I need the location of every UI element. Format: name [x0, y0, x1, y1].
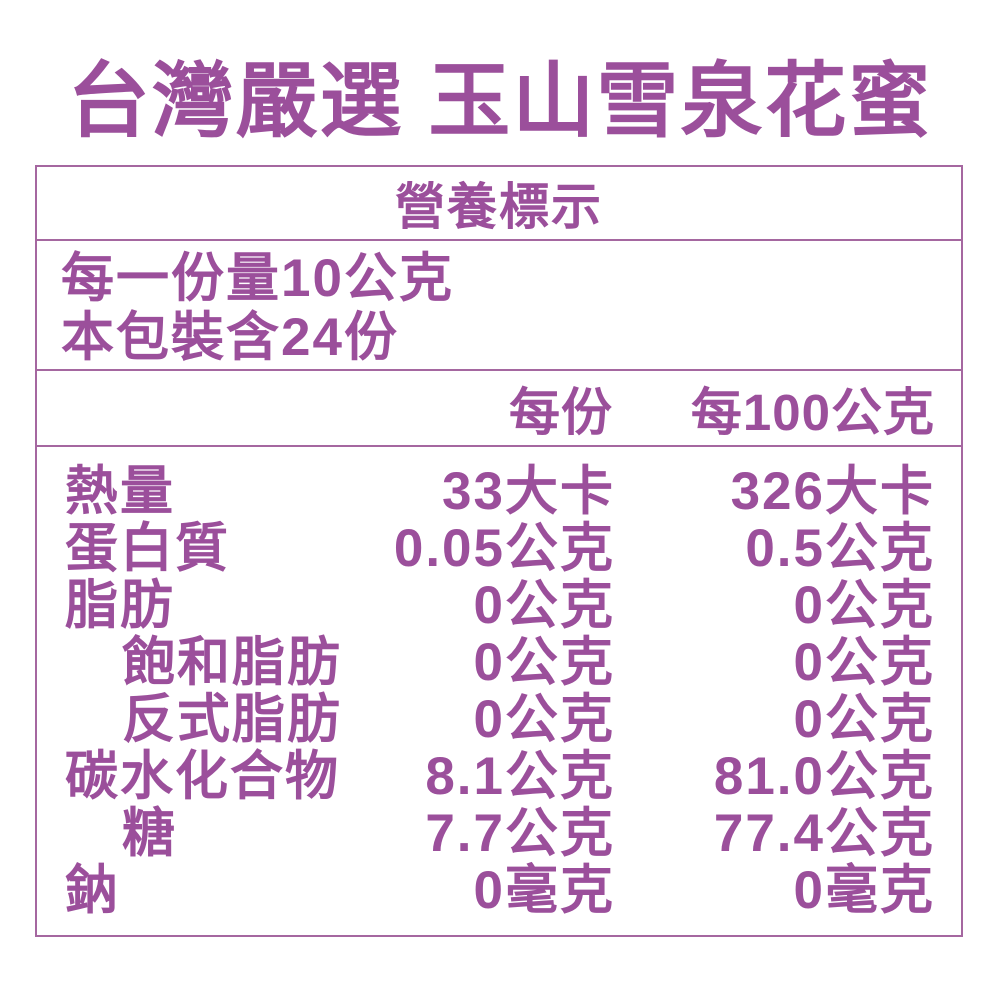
table-row: 碳水化合物 8.1公克 81.0公克 [65, 748, 935, 805]
table-row: 熱量 33大卡 326大卡 [65, 463, 935, 520]
per-serving-value: 0毫克 [473, 861, 615, 920]
table-row: 脂肪 0公克 0公克 [65, 577, 935, 634]
nutrient-label: 碳水化合物 [65, 747, 340, 806]
per-100g-value: 81.0公克 [713, 747, 935, 806]
product-title: 台灣嚴選 玉山雪泉花蜜 [67, 56, 933, 147]
per-100g-value: 0公克 [793, 633, 935, 692]
nutrition-facts-table: 營養標示 每一份量10公克 本包裝含24份 每份 每100公克 熱量 33大卡 32… [35, 165, 963, 937]
per-serving-value: 0公克 [473, 576, 615, 635]
per-serving-value: 0公克 [473, 690, 615, 749]
nutrient-label: 鈉 [65, 861, 120, 920]
table-heading: 營養標示 [37, 167, 961, 241]
nutrient-label: 糖 [122, 804, 177, 863]
column-header-row: 每份 每100公克 [37, 371, 961, 447]
per-serving-value: 8.1公克 [425, 747, 615, 806]
per-100g-value: 0公克 [793, 690, 935, 749]
per-100g-value: 77.4公克 [713, 804, 935, 863]
table-row: 反式脂肪 0公克 0公克 [65, 691, 935, 748]
column-header-per-serving: 每份 [508, 384, 613, 441]
table-row: 鈉 0毫克 0毫克 [65, 862, 935, 919]
per-100g-value: 0.5公克 [745, 519, 935, 578]
per-serving-value: 0.05公克 [393, 519, 615, 578]
per-serving-value: 7.7公克 [425, 804, 615, 863]
serving-size-text: 每一份量10公克 [61, 249, 454, 308]
column-header-per-100g: 每100公克 [690, 384, 935, 441]
servings-per-package-text: 本包裝含24份 [61, 308, 399, 367]
per-serving-value: 33大卡 [442, 462, 615, 521]
table-row: 糖 7.7公克 77.4公克 [65, 805, 935, 862]
nutrient-label: 飽和脂肪 [122, 633, 342, 692]
nutrient-label: 熱量 [65, 462, 175, 521]
nutrient-label: 蛋白質 [65, 519, 230, 578]
per-serving-value: 0公克 [473, 633, 615, 692]
table-rows: 熱量 33大卡 326大卡 蛋白質 0.05公克 0.5公克 脂肪 0公克 0公克 飽和脂肪 0公克… [37, 447, 961, 919]
table-row: 飽和脂肪 0公克 0公克 [65, 634, 935, 691]
serving-info-section: 每一份量10公克 本包裝含24份 [37, 241, 961, 371]
nutrient-label: 反式脂肪 [122, 690, 342, 749]
per-100g-value: 0毫克 [793, 861, 935, 920]
per-100g-value: 0公克 [793, 576, 935, 635]
nutrient-label: 脂肪 [65, 576, 175, 635]
per-100g-value: 326大卡 [730, 462, 935, 521]
table-row: 蛋白質 0.05公克 0.5公克 [65, 520, 935, 577]
